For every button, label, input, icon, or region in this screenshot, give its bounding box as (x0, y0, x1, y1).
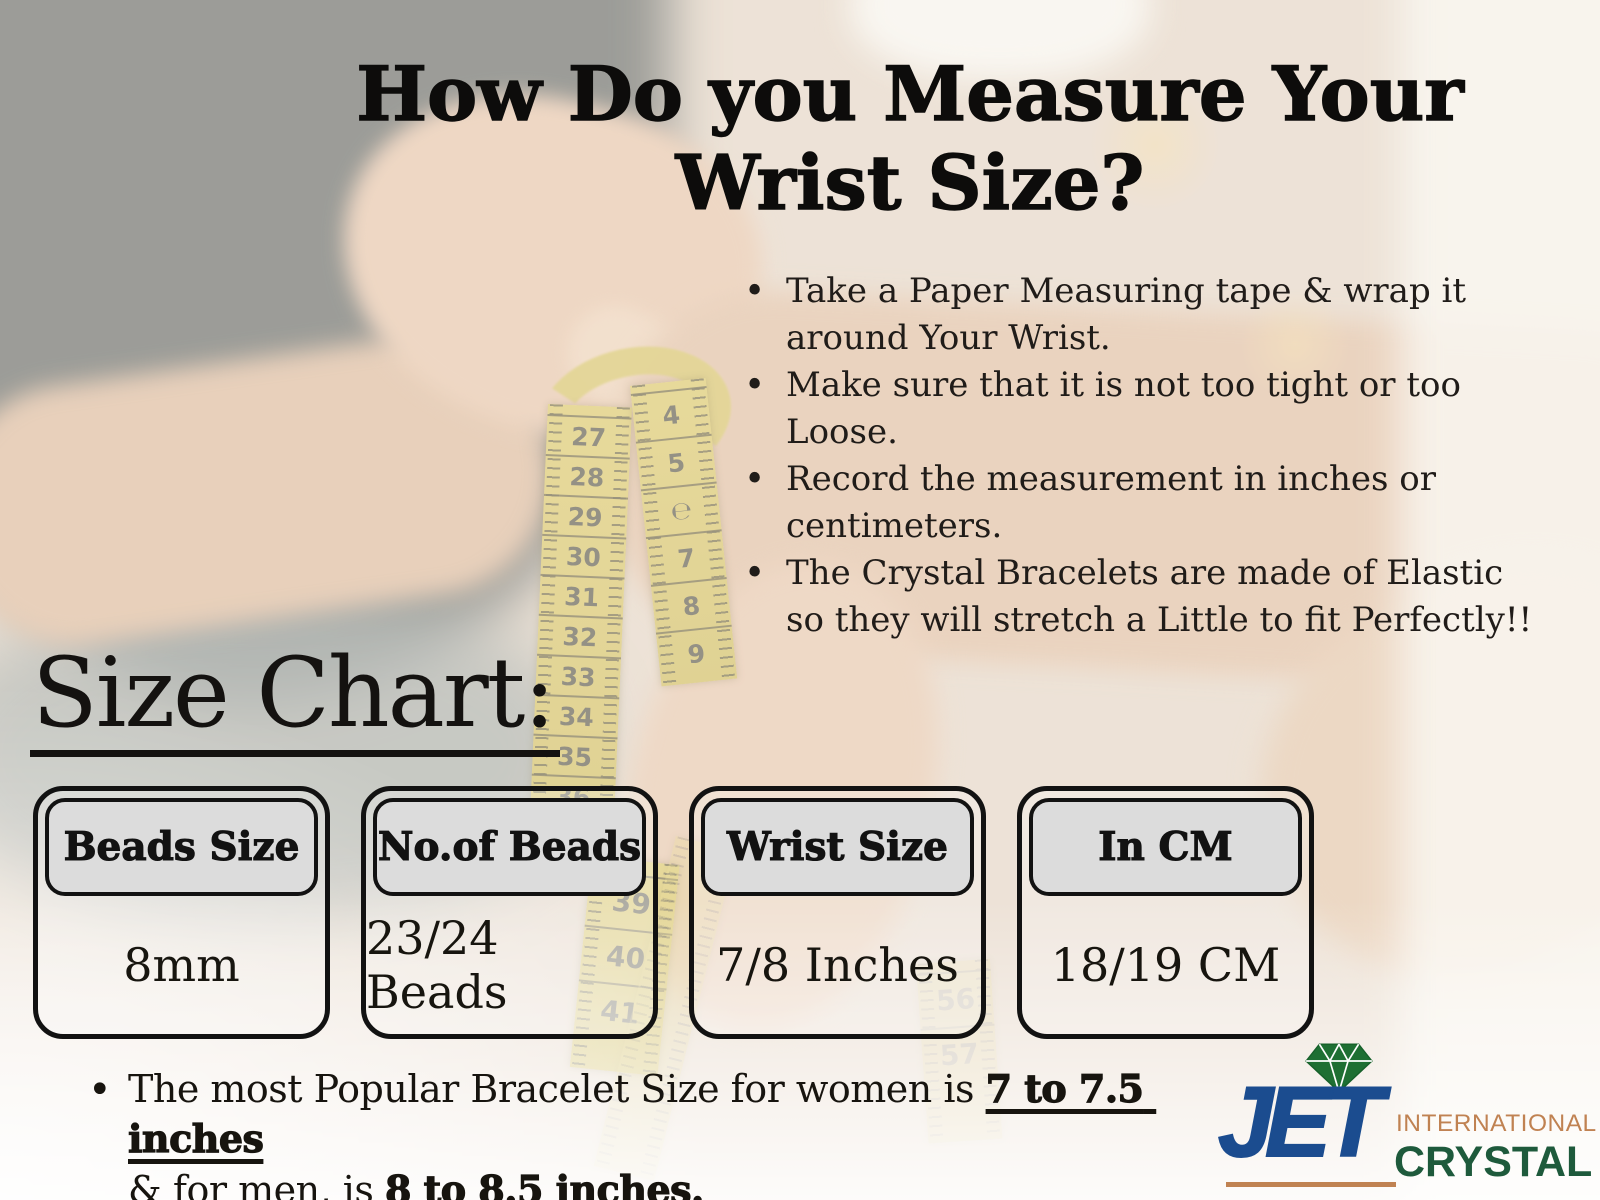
size-chart-table: Beads Size 8mm No.of Beads 23/24 Beads W… (33, 786, 1314, 1039)
bokeh-light (1090, 80, 1220, 210)
instruction-item: • The Crystal Bracelets are made of Elas… (744, 550, 1536, 644)
chart-box-value: 7/8 Inches (716, 938, 959, 992)
bullet-icon: • (744, 459, 766, 500)
chart-box-header: In CM (1029, 798, 1302, 896)
jet-wordmark: JET (1217, 1066, 1385, 1177)
chart-box-no-of-beads: No.of Beads 23/24 Beads (361, 786, 658, 1039)
chart-box-value: 8mm (123, 938, 240, 992)
size-chart-heading: Size Chart: (30, 641, 560, 757)
page-title-line1: How Do you Measure Your (356, 49, 1465, 138)
note-men-size: 8 to 8.5 inches. (384, 1166, 704, 1200)
bokeh-light (1240, 290, 1350, 400)
chart-box-value: 23/24 Beads (366, 911, 508, 1019)
bullet-icon: • (88, 1067, 112, 1113)
brand-logo: JET INTERNATIONAL CRYSTAL (1202, 1036, 1597, 1196)
note-women-size: 7 to 7.5 inches (127, 1065, 1157, 1162)
chart-box-wrist-size: Wrist Size 7/8 Inches (689, 786, 986, 1039)
page-title-line2: Wrist Size? (675, 138, 1145, 227)
chart-box-header: Wrist Size (701, 798, 974, 896)
bullet-icon: • (744, 365, 766, 406)
instruction-text: Make sure that it is not too tight or to… (786, 365, 1461, 452)
logo-international-text: INTERNATIONAL (1396, 1110, 1597, 1137)
instruction-text: Take a Paper Measuring tape & wrap it ar… (786, 271, 1467, 358)
instruction-text: Record the measurement in inches or cent… (786, 459, 1437, 546)
logo-underline (1226, 1182, 1396, 1187)
instruction-text: The Crystal Bracelets are made of Elasti… (786, 553, 1533, 640)
chart-box-header: No.of Beads (373, 798, 646, 896)
bullet-icon: • (744, 553, 766, 594)
chart-box-header: Beads Size (45, 798, 318, 896)
chart-box-beads-size: Beads Size 8mm (33, 786, 330, 1039)
instruction-item: • Record the measurement in inches or ce… (744, 456, 1536, 550)
logo-crystal-text: CRYSTAL (1394, 1138, 1593, 1186)
note-part3: & for men, is (128, 1167, 385, 1200)
instructions-list: • Take a Paper Measuring tape & wrap it … (744, 268, 1536, 644)
chart-box-value: 18/19 CM (1050, 938, 1281, 992)
bullet-icon: • (744, 271, 766, 312)
page-title: How Do you Measure Your Wrist Size? (230, 49, 1590, 227)
note-part1: The most Popular Bracelet Size for women… (128, 1067, 986, 1111)
diamond-icon (1305, 1043, 1373, 1093)
instruction-item: • Take a Paper Measuring tape & wrap it … (744, 268, 1536, 362)
chart-box-in-cm: In CM 18/19 CM (1017, 786, 1314, 1039)
popular-size-note: • The most Popular Bracelet Size for wom… (88, 1064, 1198, 1200)
popular-size-note-text: The most Popular Bracelet Size for women… (127, 1064, 1198, 1200)
instruction-item: • Make sure that it is not too tight or … (744, 362, 1536, 456)
size-chart-heading-text: Size Chart: (30, 641, 560, 757)
